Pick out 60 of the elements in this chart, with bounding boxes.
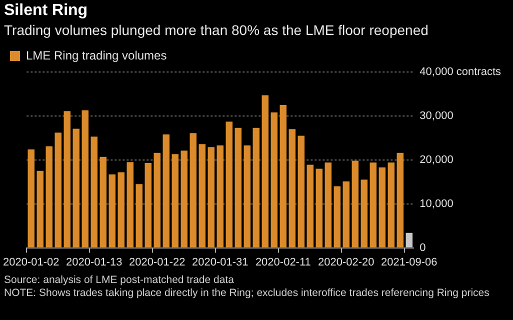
bar: [388, 162, 395, 248]
bar: [324, 162, 332, 248]
bar: [378, 167, 386, 248]
y-tick-label: 10,000: [420, 198, 454, 210]
bar: [226, 122, 233, 248]
bar: [208, 147, 215, 248]
source-note: Source: analysis of LME post-matched trade data: [4, 274, 234, 286]
bar: [288, 129, 296, 248]
bar: [190, 133, 197, 248]
bar: [180, 150, 188, 248]
bar: [64, 111, 71, 248]
bar: [162, 134, 170, 248]
bar: [36, 170, 44, 248]
bar: [280, 104, 287, 248]
bar: [46, 146, 53, 248]
bar: [244, 145, 251, 248]
bar: [234, 128, 242, 248]
bar: [54, 132, 62, 248]
x-tick-label: 2020-01-13: [66, 256, 122, 268]
bar: [172, 154, 179, 248]
x-tick-label: 2020-01-22: [129, 256, 186, 268]
bar: [136, 184, 143, 248]
bar: [216, 145, 224, 248]
bar: [100, 156, 107, 248]
bar: [352, 160, 359, 248]
bar: [126, 162, 134, 248]
y-tick-label: 30,000: [420, 110, 454, 122]
bar: [252, 128, 260, 248]
bar: [342, 181, 350, 248]
bar: [198, 144, 206, 248]
bar: [144, 162, 152, 248]
bar: [28, 149, 35, 248]
bar: [396, 152, 404, 248]
y-tick-label: 20,000: [420, 154, 454, 166]
bar: [406, 232, 413, 248]
bar: [262, 95, 269, 248]
chart-subtitle: Trading volumes plunged more than 80% as the LME floor reopened: [4, 22, 428, 38]
chart-title: Silent Ring: [4, 2, 88, 20]
y-tick-label: 40,000 contracts: [420, 66, 502, 78]
x-tick-label: 2020-02-20: [318, 256, 374, 268]
legend-label: LME Ring trading volumes: [26, 48, 167, 62]
y-tick-label: 0: [420, 242, 426, 254]
bar: [118, 172, 125, 248]
bar: [370, 162, 377, 248]
x-tick-label: 2021-09-06: [381, 256, 438, 268]
bar: [298, 136, 305, 248]
bar: [360, 180, 368, 248]
bar: [108, 174, 116, 248]
bar: [90, 136, 98, 248]
text: NOTE: Shows trades taking place directly in the Ring; excludes interoffice trades referencing Ring prices: [4, 287, 490, 299]
bar: [270, 112, 278, 248]
bar: [306, 164, 314, 248]
x-tick-label: 2020-01-31: [192, 256, 248, 268]
bar: [154, 152, 161, 248]
bar: [72, 128, 80, 248]
bar: [334, 186, 341, 248]
bar: [82, 110, 89, 248]
bar: [316, 168, 323, 248]
x-tick-label: 2020-01-02: [2, 256, 60, 268]
x-tick-label: 2020-02-11: [255, 256, 311, 268]
